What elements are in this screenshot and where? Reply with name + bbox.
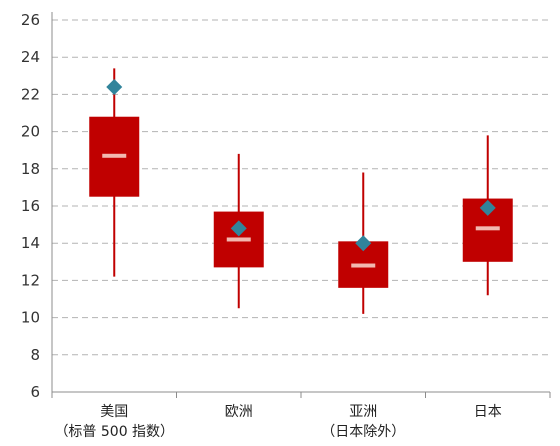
x-category-label: 美国 [100,404,128,420]
y-tick-label: 16 [21,197,40,215]
y-tick-label: 24 [21,48,40,66]
y-tick-label: 6 [30,383,40,401]
y-tick-label: 12 [21,271,40,289]
median-mark [475,226,500,231]
x-category-label: 欧洲 [225,404,253,420]
x-category-sublabel: （日本除外） [321,424,405,440]
median-mark [102,153,127,158]
median-mark [351,263,376,268]
y-tick-label: 14 [21,234,40,252]
x-category-label: 亚洲 [349,404,377,420]
current-value-marker [230,220,247,237]
current-value-marker [355,235,372,252]
x-category-sublabel: （标普 500 指数） [54,424,174,440]
current-value-marker [479,199,496,216]
median-mark [226,237,251,242]
y-tick-label: 26 [21,11,40,29]
x-category-label: 日本 [474,404,502,420]
current-value-marker [106,78,123,95]
y-tick-label: 22 [21,85,40,103]
y-tick-label: 10 [21,309,40,327]
y-tick-label: 20 [21,123,40,141]
y-tick-label: 18 [21,160,40,178]
y-tick-label: 8 [30,346,40,364]
